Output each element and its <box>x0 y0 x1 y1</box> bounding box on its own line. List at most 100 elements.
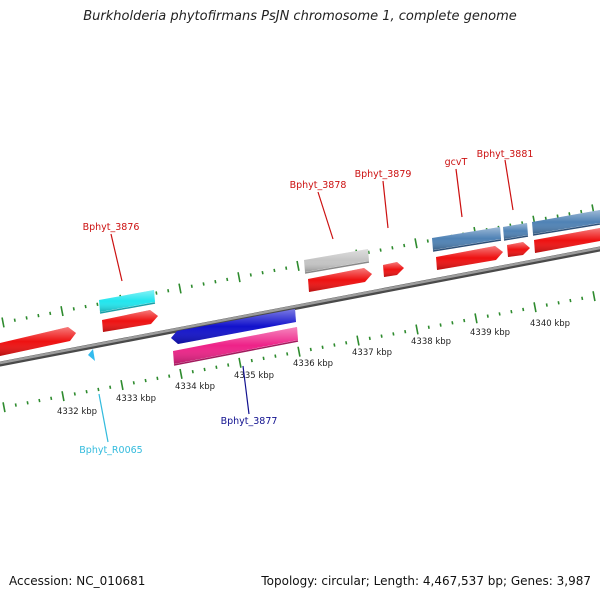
gene-label-bphyt-3878[interactable]: Bphyt_3878 <box>290 180 347 191</box>
tick-mark <box>72 307 75 311</box>
feature-bphyt-3877-blue[interactable] <box>171 309 296 344</box>
feature-gcvt-steel[interactable] <box>432 227 502 252</box>
tick-mark <box>14 403 17 407</box>
tick-mark <box>261 270 264 275</box>
scale-label-4339: 4339 kbp <box>470 328 510 338</box>
scale-label-4333: 4333 kbp <box>116 394 156 404</box>
feature-bphyt-3878-gray[interactable] <box>304 249 370 274</box>
feature-bphyt-3881-steel[interactable] <box>503 223 529 241</box>
tick-mark <box>144 378 147 383</box>
tick-mark <box>97 387 100 392</box>
tick-mark <box>84 304 87 309</box>
scale-label-4337: 4337 kbp <box>352 348 392 358</box>
tick-mark <box>202 282 205 286</box>
tick-mark <box>391 246 394 250</box>
forward-features <box>0 210 600 356</box>
feature-bphyt-3879-cds[interactable] <box>383 262 404 277</box>
tick-mark <box>37 313 40 318</box>
lower-tick-ring <box>2 291 596 413</box>
tick-mark <box>404 329 407 334</box>
feature-right-steel[interactable] <box>532 210 600 236</box>
tick-mark <box>533 302 537 313</box>
gene-label-bphyt-3881[interactable]: Bphyt_3881 <box>477 149 534 160</box>
tick-mark <box>237 272 241 283</box>
tick-mark <box>50 396 53 401</box>
gene-label-bphyt-3879[interactable]: Bphyt_3879 <box>355 169 412 180</box>
tick-mark <box>155 291 158 295</box>
tick-mark <box>463 318 466 323</box>
feature-bphyt-3878-cds[interactable] <box>308 268 372 292</box>
tick-mark <box>451 321 454 325</box>
tick-mark <box>262 356 265 361</box>
tick-mark <box>273 268 276 273</box>
tick-mark <box>120 379 124 391</box>
tick-mark <box>109 385 112 389</box>
scale-labels: 4332 kbp 4333 kbp 4334 kbp 4335 kbp 4336… <box>57 319 570 417</box>
gene-label-bphyt-r0065[interactable]: Bphyt_R0065 <box>79 445 142 456</box>
tick-mark <box>368 336 371 341</box>
tick-mark <box>26 401 29 405</box>
tick-mark <box>168 374 171 378</box>
tick-mark <box>25 316 28 320</box>
tick-mark <box>474 313 478 324</box>
feature-bphyt-3876-cyan[interactable] <box>99 290 156 314</box>
tick-mark <box>167 289 170 293</box>
tick-mark <box>61 391 65 402</box>
tick-mark <box>296 260 300 271</box>
tick-mark <box>510 309 513 314</box>
tick-mark <box>96 302 99 307</box>
tick-mark <box>592 291 596 302</box>
gene-label-bphyt-3876[interactable]: Bphyt_3876 <box>83 222 140 233</box>
scale-label-4340: 4340 kbp <box>530 319 570 329</box>
tick-mark <box>380 334 383 338</box>
feature-bphyt-3881-cds[interactable] <box>507 242 530 257</box>
tick-mark <box>49 311 52 316</box>
tick-mark <box>414 238 418 249</box>
tick-mark <box>367 250 370 255</box>
tick-mark <box>38 398 41 403</box>
tick-mark <box>156 376 159 381</box>
accession-text: Accession: NC_010681 <box>9 574 146 588</box>
tick-mark <box>191 369 194 374</box>
feature-gcvt-cds[interactable] <box>436 246 503 270</box>
tick-mark <box>333 343 336 347</box>
tick-mark <box>379 248 382 252</box>
tick-mark <box>545 303 548 307</box>
tick-mark <box>427 325 430 329</box>
tick-mark <box>415 324 419 335</box>
tick-mark <box>179 368 183 379</box>
tick-mark <box>13 318 16 322</box>
tick-mark <box>581 296 584 301</box>
tick-mark <box>556 214 559 218</box>
tick-mark <box>439 323 442 327</box>
tick-mark <box>60 306 64 317</box>
genome-summary-text: Topology: circular; Length: 4,467,537 bp… <box>261 574 591 588</box>
tick-mark <box>85 389 88 394</box>
tick-mark <box>486 314 489 318</box>
feature-bphyt-3876-cds[interactable] <box>102 310 158 332</box>
gene-label-gcvt[interactable]: gcvT <box>445 157 468 168</box>
tick-mark <box>568 212 571 216</box>
leader-lines <box>98 159 514 443</box>
tick-mark <box>132 381 135 385</box>
scale-label-4338: 4338 kbp <box>411 337 451 347</box>
scale-label-4335: 4335 kbp <box>234 371 274 381</box>
feature-bphyt-r0065[interactable] <box>88 349 95 361</box>
scale-label-4336: 4336 kbp <box>293 359 333 369</box>
tick-mark <box>297 346 301 357</box>
scale-label-4332: 4332 kbp <box>57 407 97 417</box>
tick-mark <box>426 239 429 243</box>
tick-mark <box>580 209 583 214</box>
tick-mark <box>249 273 252 277</box>
scale-label-4334: 4334 kbp <box>175 382 215 392</box>
map-title: Burkholderia phytofirmans PsJN chromosom… <box>83 9 517 24</box>
gene-label-bphyt-3877[interactable]: Bphyt_3877 <box>221 416 278 427</box>
tick-mark <box>190 284 193 288</box>
feature-bphyt-3877-magenta[interactable] <box>173 327 299 366</box>
backbone <box>0 246 600 367</box>
feature-right-cds[interactable] <box>534 228 600 253</box>
feature-cds-left[interactable] <box>0 327 76 356</box>
tick-mark <box>178 283 182 294</box>
tick-mark <box>203 367 206 372</box>
